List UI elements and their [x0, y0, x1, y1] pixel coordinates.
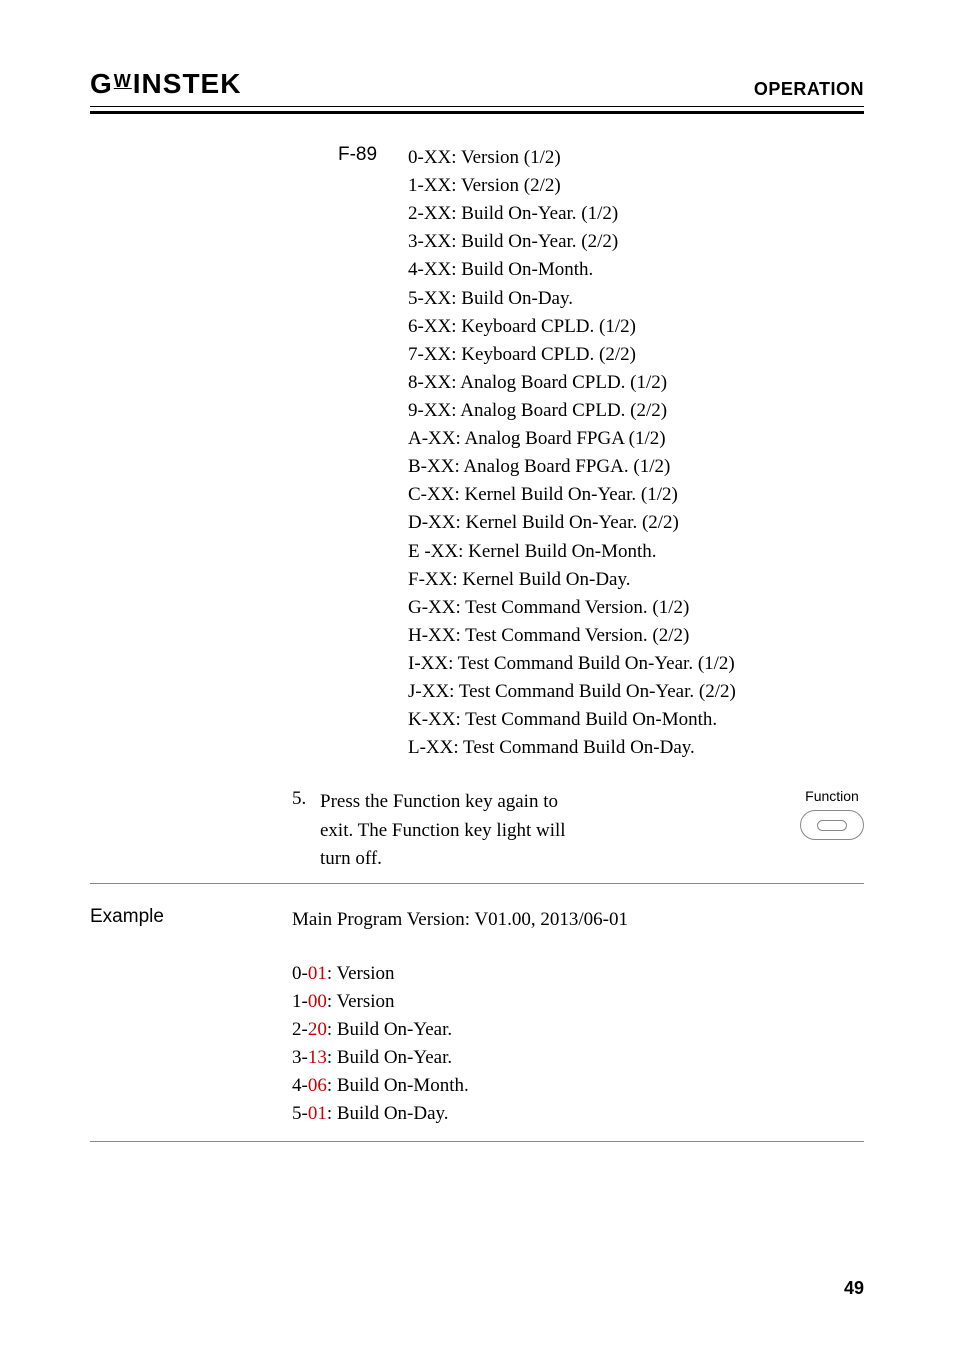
- f89-item: 6-XX: Keyboard CPLD. (1/2): [408, 313, 736, 341]
- function-button-inner: [817, 820, 847, 831]
- logo-text-g: G: [90, 68, 113, 100]
- example-red: 00: [308, 991, 327, 1012]
- f89-item: K-XX: Test Command Build On-Month.: [408, 706, 736, 734]
- f89-item: 4-XX: Build On-Month.: [408, 256, 736, 284]
- f89-item: 5-XX: Build On-Day.: [408, 285, 736, 313]
- page-header: GWINSTEK OPERATION: [90, 68, 864, 114]
- example-line: 1-00: Version: [292, 988, 628, 1016]
- f89-item: 1-XX: Version (2/2): [408, 172, 736, 200]
- logo: GWINSTEK: [90, 68, 241, 100]
- f89-item: H-XX: Test Command Version. (2/2): [408, 622, 736, 650]
- f89-item: E -XX: Kernel Build On-Month.: [408, 538, 736, 566]
- example-line: 2-20: Build On-Year.: [292, 1016, 628, 1044]
- f89-item: I-XX: Test Command Build On-Year. (1/2): [408, 650, 736, 678]
- function-key-graphic: Function: [800, 788, 864, 840]
- example-title: Main Program Version: V01.00, 2013/06-01: [292, 906, 628, 934]
- f89-item: L-XX: Test Command Build On-Day.: [408, 734, 736, 762]
- f89-item: A-XX: Analog Board FPGA (1/2): [408, 425, 736, 453]
- step-5-row: 5. Press the Function key again to exit.…: [90, 788, 864, 883]
- f89-row: F-89 0-XX: Version (1/2) 1-XX: Version (…: [90, 144, 864, 762]
- page-number: 49: [844, 1278, 864, 1299]
- example-content: Main Program Version: V01.00, 2013/06-01…: [292, 906, 628, 1129]
- f89-item: 3-XX: Build On-Year. (2/2): [408, 228, 736, 256]
- f89-list: 0-XX: Version (1/2) 1-XX: Version (2/2) …: [408, 144, 736, 762]
- f89-item: J-XX: Test Command Build On-Year. (2/2): [408, 678, 736, 706]
- f89-item: F-XX: Kernel Build On-Day.: [408, 566, 736, 594]
- f89-item: C-XX: Kernel Build On-Year. (1/2): [408, 481, 736, 509]
- example-label: Example: [90, 906, 292, 1129]
- example-red: 20: [308, 1019, 327, 1040]
- example-line: 3-13: Build On-Year.: [292, 1044, 628, 1072]
- header-inner: GWINSTEK OPERATION: [90, 68, 864, 107]
- example-line: 4-06: Build On-Month.: [292, 1072, 628, 1100]
- f89-item: G-XX: Test Command Version. (1/2): [408, 594, 736, 622]
- example-row: Example Main Program Version: V01.00, 20…: [90, 906, 864, 1142]
- f89-item: B-XX: Analog Board FPGA. (1/2): [408, 453, 736, 481]
- step-text: Press the Function key again to exit. Th…: [320, 788, 780, 872]
- example-line: 5-01: Build On-Day.: [292, 1100, 628, 1128]
- step-text-line: turn off.: [320, 845, 780, 873]
- logo-text-rest: INSTEK: [133, 68, 242, 100]
- f89-item: 0-XX: Version (1/2): [408, 144, 736, 172]
- content: F-89 0-XX: Version (1/2) 1-XX: Version (…: [90, 144, 864, 1142]
- step-text-line: exit. The Function key light will: [320, 817, 780, 845]
- step-text-line: Press the Function key again to: [320, 788, 780, 816]
- example-line: 0-01: Version: [292, 960, 628, 988]
- example-red: 01: [308, 1103, 327, 1124]
- example-red: 13: [308, 1047, 327, 1068]
- function-button-icon: [800, 810, 864, 840]
- f89-item: 9-XX: Analog Board CPLD. (2/2): [408, 397, 736, 425]
- function-label: Function: [805, 788, 859, 804]
- logo-text-u: W: [114, 71, 132, 92]
- f89-item: 8-XX: Analog Board CPLD. (1/2): [408, 369, 736, 397]
- step-number: 5.: [292, 788, 320, 810]
- f89-item: 2-XX: Build On-Year. (1/2): [408, 200, 736, 228]
- example-red: 06: [308, 1075, 327, 1096]
- f89-item: D-XX: Kernel Build On-Year. (2/2): [408, 509, 736, 537]
- example-red: 01: [308, 963, 327, 984]
- f89-label: F-89: [338, 144, 408, 762]
- section-title: OPERATION: [754, 79, 864, 100]
- f89-item: 7-XX: Keyboard CPLD. (2/2): [408, 341, 736, 369]
